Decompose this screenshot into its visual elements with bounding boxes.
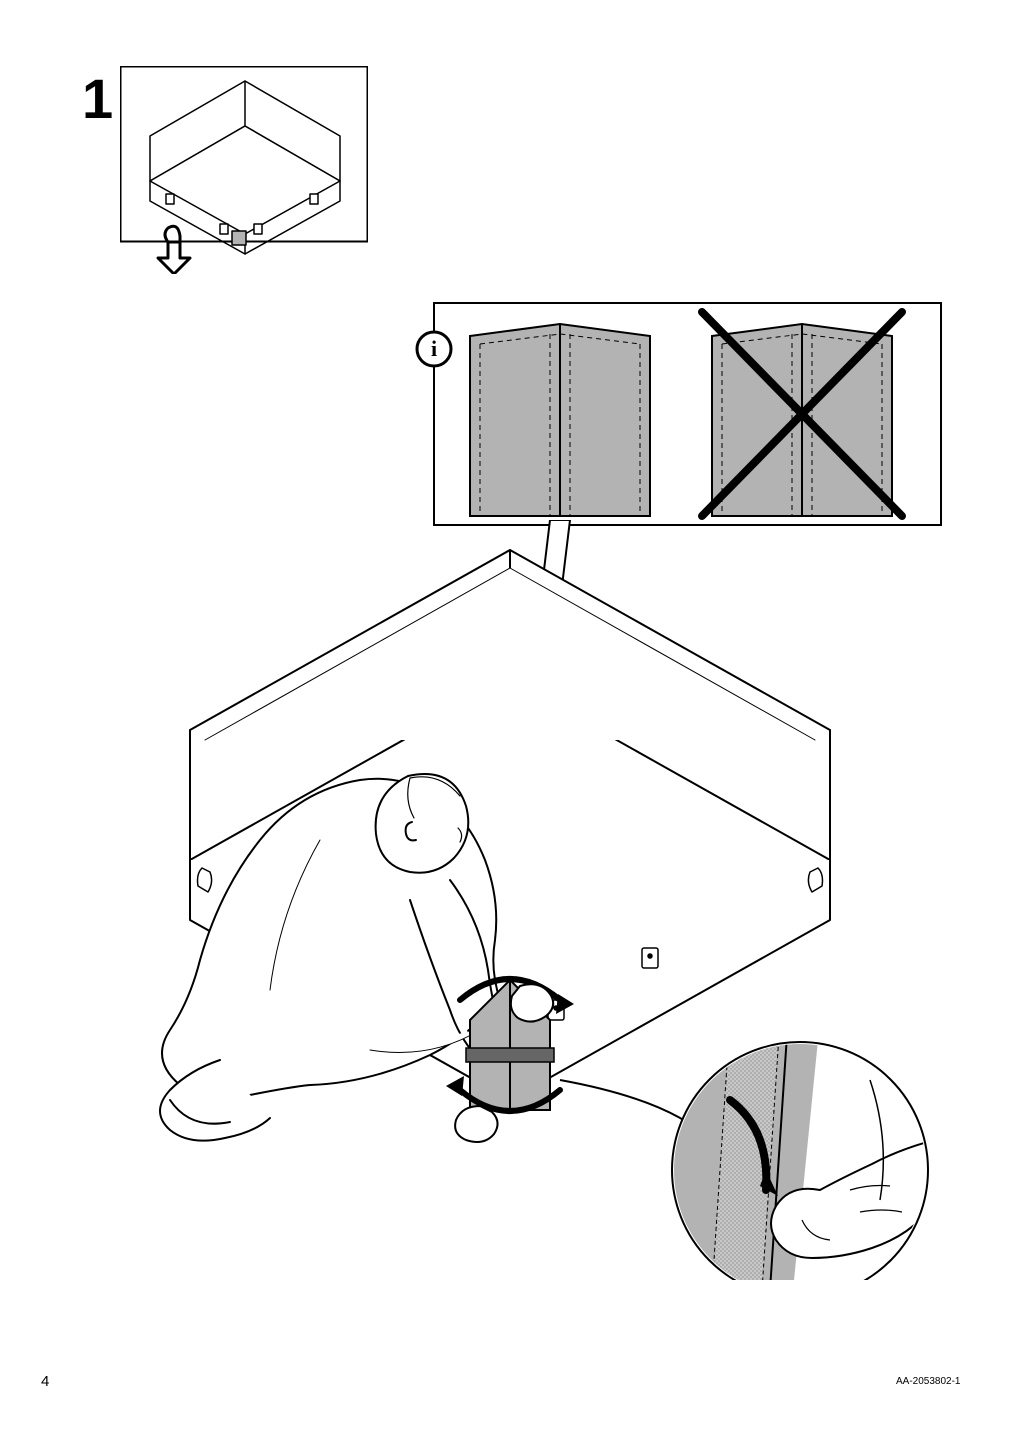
orientation-info-panel: i xyxy=(412,302,942,526)
small-diagram xyxy=(120,66,368,274)
instruction-page: 1 xyxy=(0,0,1012,1432)
document-id: AA-2053802-1 xyxy=(896,1376,961,1387)
info-icon: i xyxy=(417,332,451,366)
page-number: 4 xyxy=(41,1373,49,1390)
detail-circle xyxy=(650,1020,940,1280)
step-number: 1 xyxy=(82,66,113,131)
info-icon-label: i xyxy=(431,336,437,361)
main-illustration xyxy=(110,540,940,1280)
